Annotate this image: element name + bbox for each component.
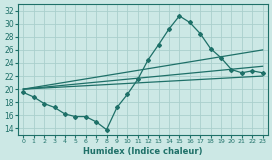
X-axis label: Humidex (Indice chaleur): Humidex (Indice chaleur) <box>83 147 203 156</box>
